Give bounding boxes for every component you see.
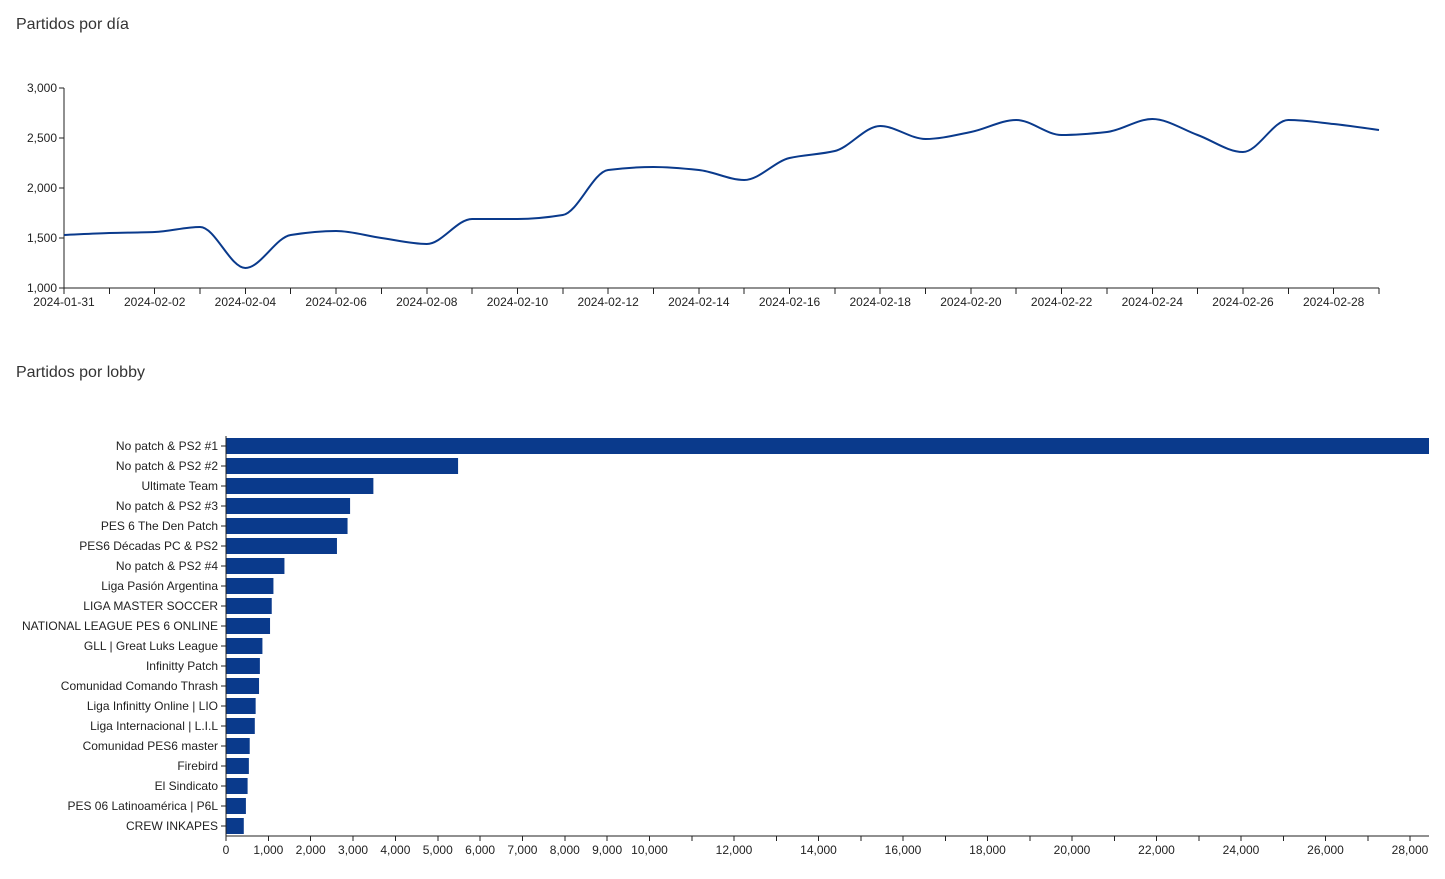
y-tick-label: 2,000 [27,181,57,195]
y-tick-label: 1,500 [27,231,57,245]
bar [226,438,1429,454]
category-label: PES 06 Latinoamérica | P6L [67,799,218,813]
bar [226,758,249,774]
y-tick-label: 1,000 [27,281,57,295]
category-label: Liga Infinitty Online | LIO [87,699,218,713]
bar [226,618,271,634]
line-chart: 1,000 1,500 2,000 2,500 3,000 2024-01-31 2024-… [27,81,1380,309]
category-label: No patch & PS2 #4 [116,559,218,573]
bar [226,558,285,574]
category-label: Firebird [177,759,218,773]
x-tick-label: 24,000 [1223,843,1260,857]
x-tick-label: 9,000 [592,843,622,857]
x-tick-label: 2024-02-02 [124,295,186,309]
bar [226,698,256,714]
category-label: Liga Pasión Argentina [101,579,218,593]
x-tick-label: 2024-02-22 [1031,295,1093,309]
bar [226,458,459,474]
x-tick-label: 5,000 [423,843,453,857]
x-tick-label: 2024-02-16 [759,295,821,309]
category-label: NATIONAL LEAGUE PES 6 ONLINE [22,619,218,633]
x-tick-label: 2,000 [296,843,326,857]
category-label: Comunidad Comando Thrash [61,679,218,693]
category-label: CREW INKAPES [126,819,218,833]
line-chart-title: Partidos por día [16,16,129,33]
x-tick-label: 3,000 [338,843,368,857]
x-tick-label: 2024-02-12 [577,295,639,309]
bar [226,498,351,514]
category-label: GLL | Great Luks League [84,639,218,653]
bar [226,478,374,494]
x-tick-label: 10,000 [631,843,668,857]
bar [226,678,260,694]
category-label: Ultimate Team [142,479,218,493]
bar [226,538,337,554]
category-label: PES6 Décadas PC & PS2 [79,539,218,553]
x-tick-label: 2024-02-04 [215,295,277,309]
category-label: No patch & PS2 #3 [116,499,218,513]
bar [226,778,248,794]
x-tick-label: 14,000 [800,843,837,857]
x-tick-label: 12,000 [716,843,753,857]
bar [226,658,260,674]
x-tick-label: 2024-02-08 [396,295,458,309]
category-label: Comunidad PES6 master [83,739,218,753]
category-label: No patch & PS2 #2 [116,459,218,473]
bar [226,718,255,734]
y-tick-label: 3,000 [27,81,57,95]
x-tick-label: 2024-02-14 [668,295,730,309]
bar [226,798,246,814]
x-tick-label: 4,000 [380,843,410,857]
x-tick-label: 2024-02-26 [1212,295,1274,309]
bar [226,738,250,754]
x-tick-label: 6,000 [465,843,495,857]
x-tick-label: 1,000 [253,843,283,857]
x-tick-label: 28,000 [1392,843,1429,857]
bar [226,578,274,594]
x-tick-label: 20,000 [1054,843,1091,857]
bar-chart-title: Partidos por lobby [16,364,145,381]
x-tick-label: 2024-02-20 [940,295,1002,309]
x-tick-label: 16,000 [885,843,922,857]
x-tick-label: 2024-02-06 [305,295,367,309]
category-label: El Sindicato [155,779,219,793]
x-tick-label: 2024-02-24 [1122,295,1184,309]
x-tick-label: 7,000 [507,843,537,857]
bar [226,598,272,614]
category-label: LIGA MASTER SOCCER [83,599,218,613]
x-tick-label: 2024-02-10 [487,295,549,309]
x-tick-label: 2024-02-18 [850,295,912,309]
x-tick-label: 18,000 [969,843,1006,857]
series-line [63,117,1380,270]
category-label: Liga Internacional | L.I.L [90,719,218,733]
x-tick-label: 26,000 [1307,843,1344,857]
category-label: No patch & PS2 #1 [116,439,218,453]
x-tick-label: 0 [223,843,230,857]
x-tick-label: 8,000 [550,843,580,857]
category-label: Infinitty Patch [146,659,218,673]
x-tick-label: 22,000 [1138,843,1175,857]
bar [226,638,263,654]
x-tick-label: 2024-02-28 [1303,295,1365,309]
bar [226,518,348,534]
y-tick-label: 2,500 [27,131,57,145]
category-label: PES 6 The Den Patch [101,519,218,533]
x-tick-label: 2024-01-31 [33,295,95,309]
bar [226,818,244,834]
